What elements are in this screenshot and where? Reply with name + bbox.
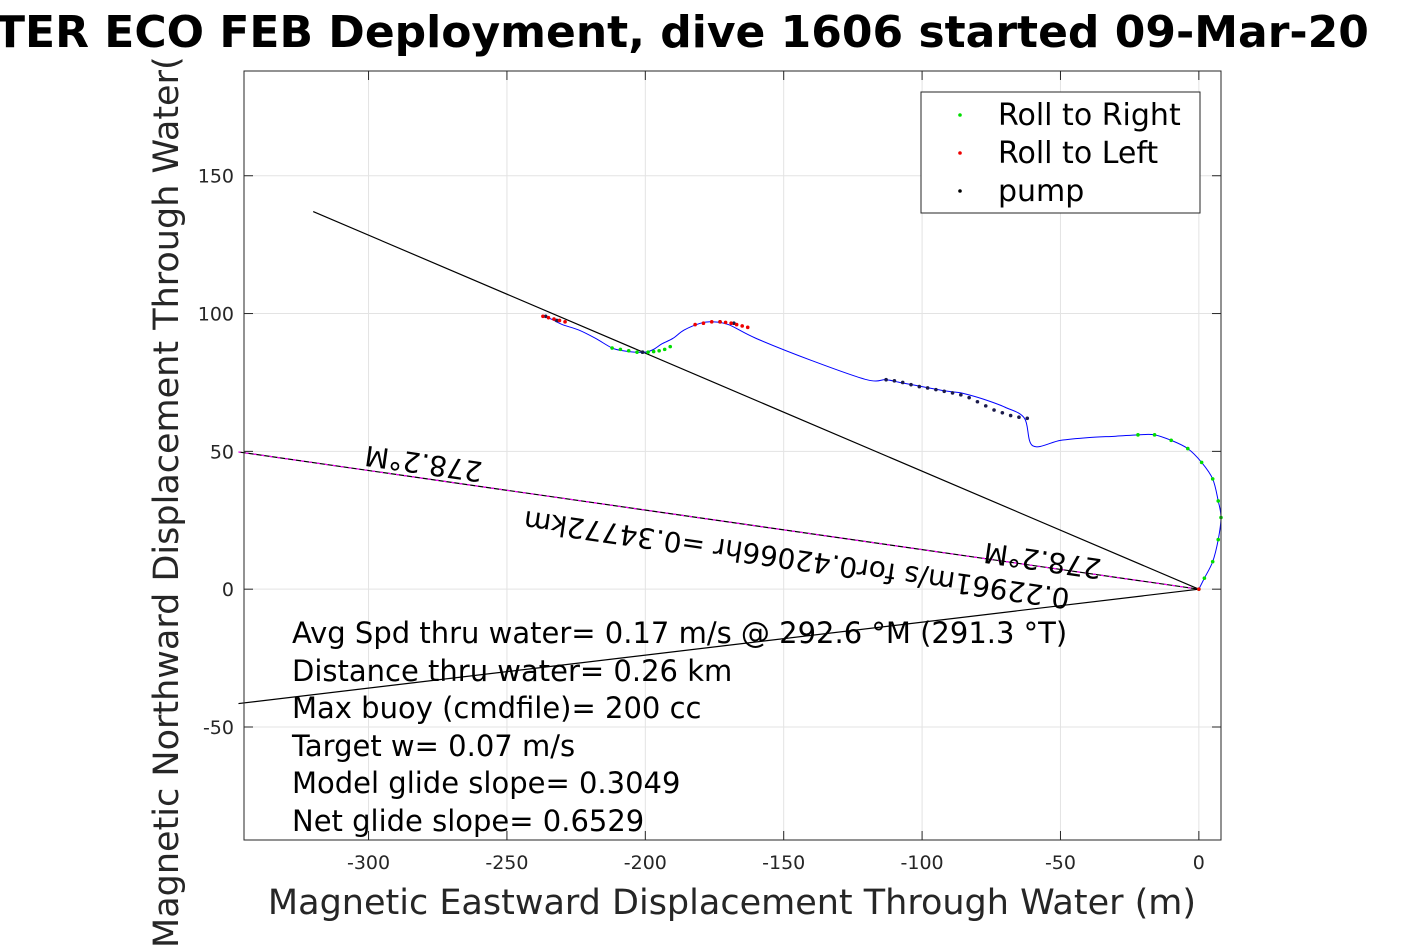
pump-point (900, 380, 905, 385)
stat-line: Avg Spd thru water= 0.17 m/s @ 292.6 °M … (292, 616, 1067, 650)
heading-line-magenta (238, 451, 1199, 590)
roll-left-point (546, 315, 551, 320)
roll-left-point (718, 320, 722, 324)
legend: Roll to Right Roll to Left pump (920, 91, 1201, 214)
pump-point (992, 408, 996, 412)
roll-right-point (618, 347, 623, 352)
chart-title: TER ECO FEB Deployment, dive 1606 starte… (0, 7, 1369, 58)
pump-point (950, 391, 955, 395)
roll-right-point (1202, 576, 1207, 580)
pump-point (983, 404, 988, 408)
stat-line: Target w= 0.07 m/s (291, 729, 575, 763)
pump-point (1008, 413, 1013, 418)
roll-left-point (563, 320, 567, 324)
markers-group (541, 314, 1223, 591)
roll-left-point (552, 317, 556, 321)
stat-line: Model glide slope= 0.3049 (292, 766, 680, 800)
y-tick-label: 50 (210, 441, 234, 463)
y-axis-label: Magnetic Northward Displacement Through … (147, 56, 187, 945)
stat-line: Net glide slope= 0.6529 (292, 804, 644, 838)
pump-point (1025, 416, 1030, 421)
roll-right-point (651, 349, 656, 354)
grid (244, 71, 1221, 840)
pump-point (1000, 410, 1005, 415)
x-tick-label: -150 (762, 852, 805, 874)
roll-right-point (1152, 433, 1157, 437)
roll-right-point (1185, 446, 1190, 451)
pump-point (909, 382, 913, 387)
glide-line-b (238, 588, 1199, 705)
pump-point (975, 399, 980, 404)
x-tick-label: 0 (1193, 852, 1205, 874)
pump-point (934, 387, 938, 392)
roll-left-point (729, 321, 733, 325)
ticks: -300 -250 -200 -150 -100 -50 0 -50 0 50 100 150 (198, 71, 1221, 874)
roll-right-point (662, 347, 667, 352)
roll-right-point (668, 344, 673, 349)
roll-left-point (557, 318, 562, 323)
x-tick-label: -100 (901, 852, 944, 874)
roll-right-point (1169, 438, 1173, 443)
roll-left-point (745, 325, 750, 330)
pump-point (884, 377, 888, 382)
roll-left-point (734, 322, 739, 327)
roll-right-point (646, 350, 650, 354)
pump-point (942, 389, 947, 394)
roll-right-point (635, 350, 639, 354)
stat-line: Max buoy (cmdfile)= 200 cc (292, 691, 701, 725)
x-tick-label: -300 (347, 852, 390, 874)
y-tick-label: 0 (222, 579, 234, 601)
pump-point (640, 350, 645, 354)
x-tick-label: -50 (1045, 852, 1076, 874)
roll-left-point (709, 320, 714, 324)
roll-right-point (626, 348, 631, 353)
pump-point (959, 393, 963, 397)
roll-right-point (610, 346, 614, 350)
y-tick-label: 150 (198, 166, 234, 188)
roll-right-point (1216, 499, 1221, 503)
roll-left-point (701, 321, 706, 325)
roll-left-point (693, 322, 697, 327)
pump-point (732, 321, 736, 325)
roll-right-point (1136, 433, 1140, 437)
legend-marker-roll-right (958, 113, 962, 117)
roll-left-point (723, 320, 728, 325)
roll-right-point (1210, 477, 1215, 481)
pump-point (917, 384, 922, 389)
roll-left-point (1197, 587, 1201, 591)
legend-box (920, 91, 1201, 214)
pump-point (925, 386, 930, 390)
legend-marker-pump (958, 189, 962, 193)
stat-line: Distance thru water= 0.26 km (292, 654, 732, 688)
pump-point (1017, 415, 1021, 419)
stats-block: Avg Spd thru water= 0.17 m/s @ 292.6 °M … (291, 616, 1067, 838)
legend-marker-roll-left (958, 151, 962, 155)
x-tick-label: -250 (485, 852, 528, 874)
legend-label-roll-left: Roll to Left (998, 136, 1158, 171)
pump-point (543, 314, 548, 319)
legend-label-pump: pump (998, 174, 1084, 209)
glide-line-a (312, 211, 1200, 590)
roll-left-point (541, 314, 545, 319)
y-tick-label: 100 (198, 304, 234, 326)
roll-right-point (1216, 537, 1221, 542)
plot-frame (243, 70, 1222, 841)
x-tick-label: -200 (624, 852, 667, 874)
roll-right-point (1199, 460, 1204, 465)
x-axis-label: Magnetic Eastward Displacement Through W… (268, 883, 1196, 923)
pump-point (554, 318, 559, 323)
y-tick-label: -50 (203, 717, 234, 739)
roll-right-point (1210, 559, 1215, 564)
reference-lines (238, 211, 1200, 705)
pump-point (892, 379, 897, 383)
legend-label-roll-right: Roll to Right (998, 98, 1181, 133)
roll-right-point (657, 348, 661, 353)
roll-left-point (740, 324, 744, 328)
pump-point (967, 395, 971, 400)
